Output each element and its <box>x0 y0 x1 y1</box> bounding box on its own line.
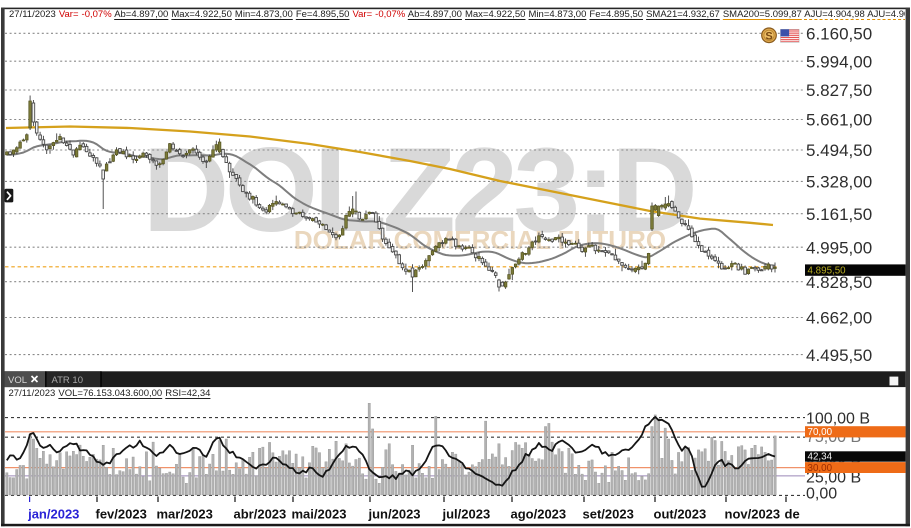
svg-text:5.328,00: 5.328,00 <box>806 173 872 192</box>
svg-text:DOLAR COMERCIAL FUTURO: DOLAR COMERCIAL FUTURO <box>294 225 666 255</box>
svg-text:ago/2023: ago/2023 <box>511 506 567 521</box>
svg-text:VOL: VOL <box>8 375 27 386</box>
svg-text:mar/2023: mar/2023 <box>157 506 213 521</box>
svg-text:out/2023: out/2023 <box>654 506 707 521</box>
svg-text:5.994,00: 5.994,00 <box>806 52 872 71</box>
svg-text:70,00: 70,00 <box>808 427 833 438</box>
svg-text:jan/2023: jan/2023 <box>27 506 79 521</box>
svg-text:set/2023: set/2023 <box>583 506 634 521</box>
svg-text:25,00 B: 25,00 B <box>806 470 861 487</box>
svg-text:S: S <box>765 31 772 43</box>
svg-text:fev/2023: fev/2023 <box>96 506 147 521</box>
svg-text:5.494,50: 5.494,50 <box>806 141 872 160</box>
svg-text:0,00: 0,00 <box>806 486 837 503</box>
svg-text:4.662,00: 4.662,00 <box>806 309 872 328</box>
svg-text:ATR 10: ATR 10 <box>52 375 84 386</box>
svg-text:100,00 B: 100,00 B <box>806 411 870 428</box>
svg-text:jul/2023: jul/2023 <box>442 506 491 521</box>
svg-text:dez/2023: dez/2023 <box>785 506 839 521</box>
svg-text:DOLZ23:D: DOLZ23:D <box>143 123 694 257</box>
svg-text:abr/2023: abr/2023 <box>234 506 287 521</box>
svg-text:5.161,50: 5.161,50 <box>806 205 872 224</box>
svg-text:4.895,50: 4.895,50 <box>808 265 847 276</box>
svg-text:jun/2023: jun/2023 <box>368 506 421 521</box>
svg-text:nov/2023: nov/2023 <box>725 506 781 521</box>
svg-text:5.661,00: 5.661,00 <box>806 111 872 130</box>
svg-text:4.995,00: 4.995,00 <box>806 238 872 257</box>
svg-text:4.495,50: 4.495,50 <box>806 346 872 365</box>
svg-text:6.160,50: 6.160,50 <box>806 25 872 44</box>
svg-text:5.827,50: 5.827,50 <box>806 81 872 100</box>
svg-text:30,00: 30,00 <box>808 463 833 474</box>
svg-text:mai/2023: mai/2023 <box>292 506 347 521</box>
svg-text:42,34: 42,34 <box>808 452 833 463</box>
svg-text:4.828,50: 4.828,50 <box>806 273 872 292</box>
